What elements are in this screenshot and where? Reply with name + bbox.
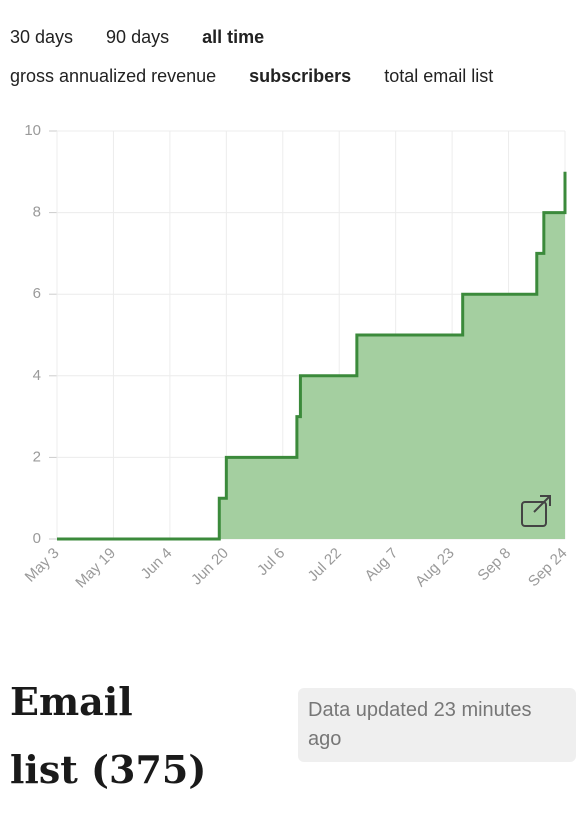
tab[interactable]: gross annualized revenue <box>10 66 217 86</box>
y-tick-label: 0 <box>33 530 41 547</box>
metric-tabs: gross annualized revenue subscribers total… <box>10 66 526 87</box>
y-tick-label: 10 <box>24 122 41 139</box>
y-tick-label: 2 <box>33 448 41 465</box>
tab[interactable]: 90 days <box>106 27 170 47</box>
x-tick-label: Jun 20 <box>188 545 232 589</box>
x-tick-label: Sep 24 <box>525 545 571 591</box>
x-tick-label: Sep 8 <box>474 545 514 585</box>
y-tick-label: 8 <box>33 204 41 221</box>
range-tabs: 30 days 90 days all time <box>10 27 297 48</box>
y-tick-label: 4 <box>33 367 41 384</box>
tab[interactable]: 30 days <box>10 27 74 47</box>
x-tick-label: May 19 <box>72 545 119 592</box>
x-tick-label: Jul 6 <box>254 545 288 579</box>
line <box>57 171 567 541</box>
expand-icon[interactable] <box>521 495 551 527</box>
tab[interactable]: total email list <box>384 66 494 86</box>
x-tick-label: Aug 7 <box>362 545 402 585</box>
tab[interactable]: subscribers <box>249 66 352 86</box>
heading: Email list (375) <box>10 679 207 792</box>
x-tick-label: Jun 4 <box>138 545 176 583</box>
chart: 0 2 4 6 8 10 May 3 May 19 Jun 4 Jun 20 Jul 6 Jul 22… <box>22 122 571 592</box>
tab[interactable]: all time <box>202 27 265 47</box>
x-tick-label: May 3 <box>22 545 63 586</box>
x-tick-label: Jul 22 <box>305 545 345 585</box>
y-tick-label: 6 <box>33 285 41 302</box>
area <box>57 171 565 540</box>
status-badge: Data updated 23 minutes ago <box>298 688 576 762</box>
x-tick-label: Aug 23 <box>412 545 458 591</box>
